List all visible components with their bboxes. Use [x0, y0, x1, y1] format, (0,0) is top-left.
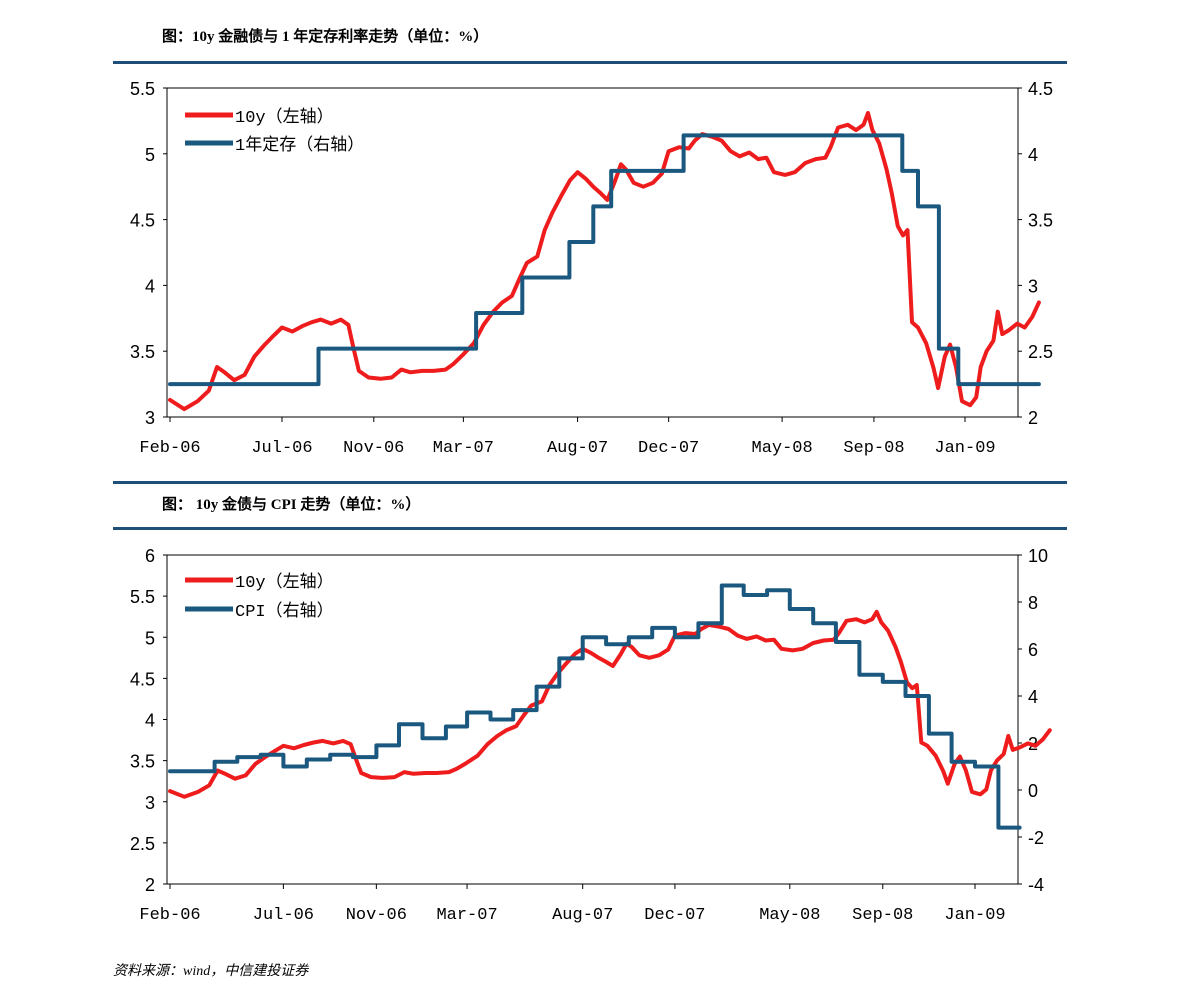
y-right-tick-label: 3: [1028, 276, 1038, 296]
series-line: [168, 609, 1052, 799]
y-left-tick-label: 4: [145, 711, 155, 731]
y-right-tick-label: 0: [1028, 781, 1038, 801]
chart1-title: 图：10y 金融债与 1 年定存利率走势（单位：%）: [162, 29, 489, 45]
y-right-tick-label: 2: [1028, 408, 1038, 428]
y-right-tick-label: -4: [1028, 875, 1044, 895]
x-tick-label: Dec-07: [638, 439, 699, 458]
x-tick-label: Mar-07: [433, 439, 494, 458]
chart2-title: 图： 10y 金债与 CPI 走势（单位：%）: [162, 497, 421, 513]
y-left-tick-label: 6: [145, 546, 155, 566]
y-left-tick-label: 2.5: [130, 834, 155, 854]
x-tick-label: Aug-07: [547, 439, 608, 458]
y-left-tick-label: 3.5: [130, 342, 155, 362]
series-step-line: [168, 583, 1022, 830]
legend-label: 1年定存（右轴）: [235, 135, 364, 156]
y-right-tick-label: -2: [1028, 828, 1044, 848]
series-line: [168, 111, 1041, 412]
y-left-tick-label: 5: [145, 145, 155, 165]
y-left-tick-label: 3: [145, 793, 155, 813]
x-tick-label: Jan-09: [944, 906, 1005, 925]
x-tick-label: Sep-08: [852, 906, 913, 925]
y-left-tick-label: 5.5: [130, 79, 155, 99]
y-left-tick-label: 4.5: [130, 669, 155, 689]
y-right-tick-label: 8: [1028, 593, 1038, 613]
x-tick-label: May-08: [752, 439, 813, 458]
chart2-top-rule: [113, 481, 1067, 484]
y-right-tick-label: 4: [1028, 687, 1038, 707]
y-left-tick-label: 3: [145, 408, 155, 428]
y-left-tick-label: 2: [145, 875, 155, 895]
x-tick-label: Aug-07: [552, 906, 613, 925]
y-left-tick-label: 3.5: [130, 752, 155, 772]
y-right-tick-label: 6: [1028, 640, 1038, 660]
y-right-tick-label: 3.5: [1028, 211, 1053, 231]
y-right-tick-label: 4: [1028, 145, 1038, 165]
y-left-tick-label: 4: [145, 276, 155, 296]
legend-label: 10y（左轴）: [235, 572, 334, 593]
x-tick-label: Nov-06: [343, 439, 404, 458]
x-tick-label: May-08: [759, 906, 820, 925]
chart2-bottom-rule: [113, 527, 1067, 530]
legend-label: 10y（左轴）: [235, 107, 334, 128]
y-left-tick-label: 4.5: [130, 211, 155, 231]
y-left-tick-label: 5.5: [130, 587, 155, 607]
chart1-rate-vs-deposit: 3 3.5 4 4.5 5 5.5 2 2.5 3 3.5 4 4.5 Feb-06 Jul-06 Nov-…: [130, 79, 1053, 458]
x-tick-label: Feb-06: [139, 906, 200, 925]
y-right-tick-label: 4.5: [1028, 79, 1053, 99]
x-tick-label: Mar-07: [436, 906, 497, 925]
y-right-tick-label: 10: [1028, 546, 1048, 566]
y-right-tick-label: 2.5: [1028, 342, 1053, 362]
legend-label: CPI（右轴）: [235, 601, 334, 622]
x-tick-label: Feb-06: [139, 439, 200, 458]
x-tick-label: Dec-07: [644, 906, 705, 925]
x-tick-label: Jul-06: [251, 439, 312, 458]
plot-frame: [166, 87, 1019, 418]
chart1-top-rule: [113, 61, 1067, 64]
series-step-line: [168, 133, 1041, 387]
source-note: 资料来源：wind，中信建投证券: [113, 964, 309, 979]
x-tick-label: Jan-09: [934, 439, 995, 458]
x-tick-label: Nov-06: [346, 906, 407, 925]
x-tick-label: Jul-06: [253, 906, 314, 925]
y-left-tick-label: 5: [145, 628, 155, 648]
x-tick-label: Sep-08: [843, 439, 904, 458]
